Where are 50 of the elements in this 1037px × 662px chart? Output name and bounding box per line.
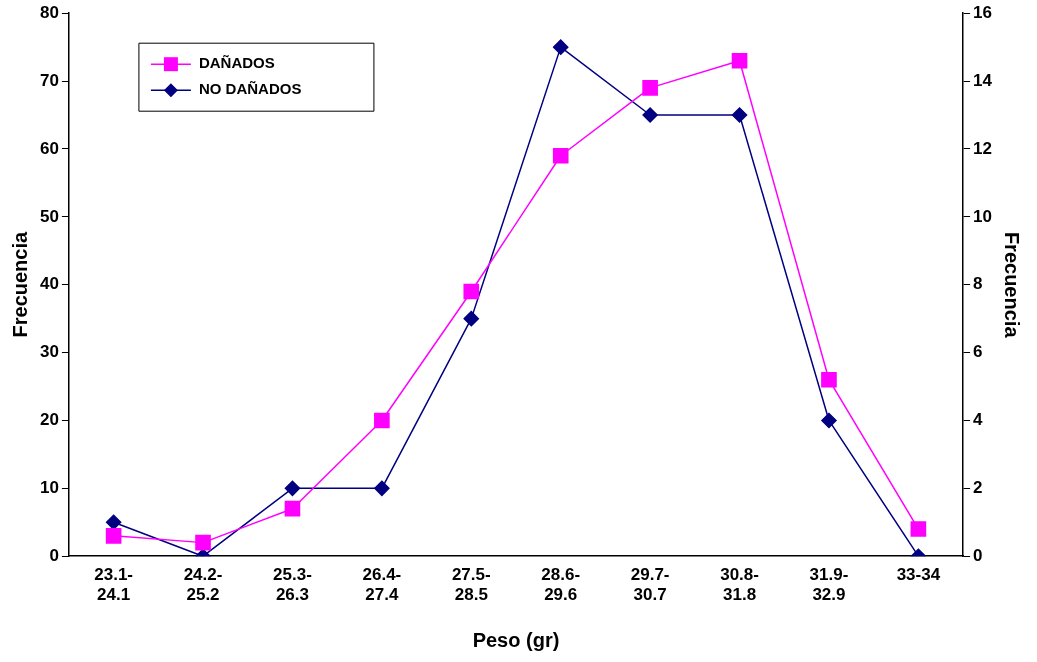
y2-tick-label: 14 [973,70,993,90]
x-tick-label: 28.6- 29.6 [541,565,581,605]
point [105,528,122,544]
legend-label: NO DAÑADOS [198,80,302,98]
x-tick-label: 31.9- 32.9 [809,565,849,605]
point [821,371,837,388]
point [642,80,658,96]
x-tick-label: 24.2- 25.2 [183,565,223,605]
point [284,500,301,517]
x-tick-label: 25.3- 26.3 [273,565,312,605]
y2-tick-label: 6 [973,342,983,362]
y-tick-label: 10 [39,478,59,498]
point [642,107,658,123]
point [463,310,480,327]
y2-tick-label: 2 [973,478,983,498]
legend-label: DAÑADOS [198,54,275,72]
x-tick-label: 27.5- 28.5 [451,565,491,605]
y-tick-label: 0 [49,545,59,565]
point [552,147,569,164]
point [374,412,390,429]
point [731,52,748,69]
y-tick-label: 20 [39,410,59,430]
y-axis-title: Frecuencia [8,231,31,338]
y2-tick-label: 4 [973,410,984,430]
y2-tick-label: 8 [973,274,983,294]
x-axis-title: Peso (gr) [472,628,560,651]
y-tick-label: 80 [39,2,59,22]
y-tick-label: 70 [39,70,59,90]
y-tick-label: 30 [39,342,59,362]
point [821,412,837,429]
x-tick-label: 29.7- 30.7 [630,565,670,605]
point [374,480,390,497]
y2-tick-label: 16 [973,2,993,22]
y-tick-label: 60 [39,138,59,158]
point [552,39,569,55]
y2-axis-title: Frecuencia [1001,231,1024,339]
point [284,480,301,497]
x-tick-label: 23.1- 24.1 [94,565,133,605]
y2-tick-label: 0 [973,545,983,565]
point [910,521,927,537]
y-tick-label: 50 [39,206,59,226]
point [731,107,748,123]
point [463,283,480,300]
y-tick-label: 40 [39,274,59,294]
y2-tick-label: 10 [973,206,993,226]
x-tick-label: 30.8- 31.8 [720,565,759,605]
x-tick-label: 26.4- 27.4 [362,565,402,605]
y2-tick-label: 12 [973,138,993,158]
x-tick-label: 33-34 [896,565,941,585]
point [195,534,211,551]
